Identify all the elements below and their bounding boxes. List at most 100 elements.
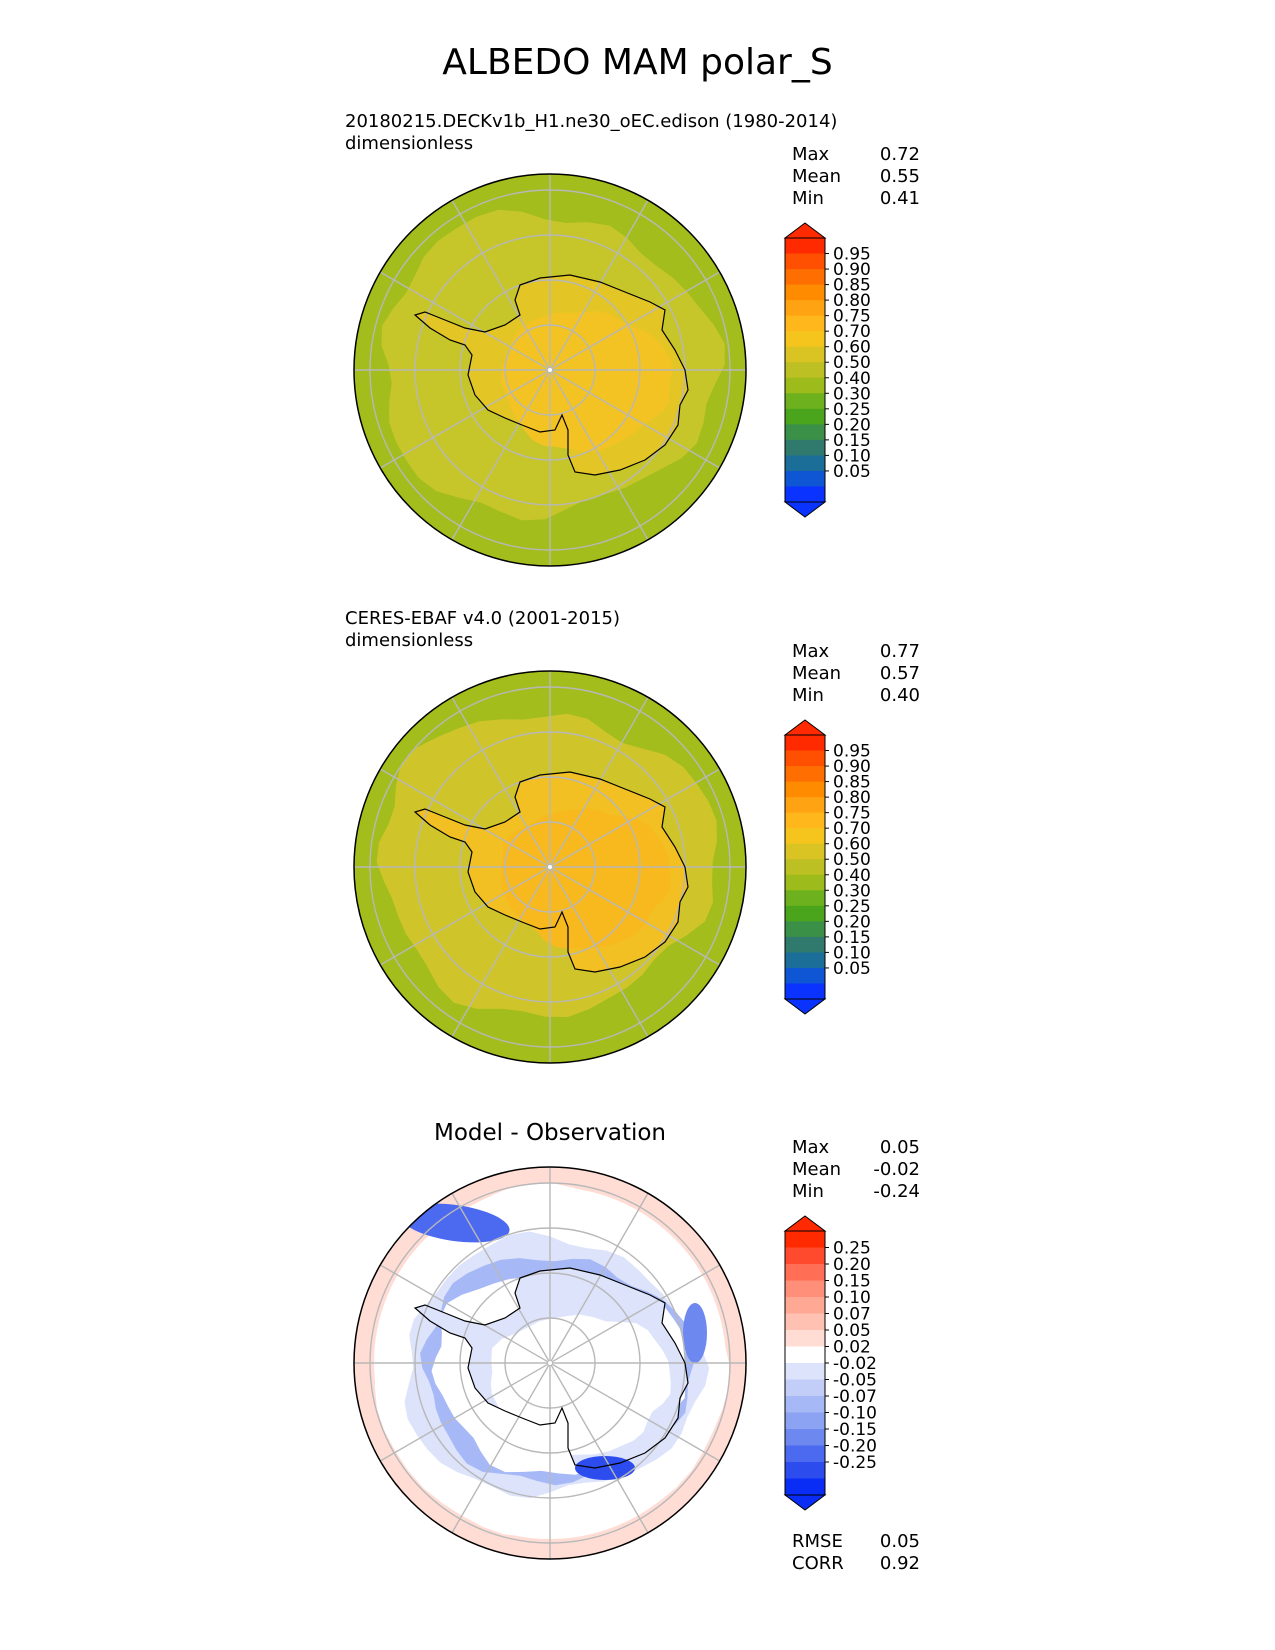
stat-label: Max <box>792 144 830 165</box>
ice-interior-region <box>500 808 671 949</box>
colorbar-swatch <box>785 455 825 472</box>
colorbar-swatch <box>785 797 825 814</box>
colorbar-tick-label: -0.25 <box>833 1453 877 1473</box>
map-frame <box>353 670 747 1064</box>
colorbar-tick-label: -0.02 <box>833 1354 877 1374</box>
colorbar-swatch <box>785 1264 825 1281</box>
colorbar-swatch <box>785 1412 825 1430</box>
colorbar-swatch <box>785 890 825 907</box>
colorbar-observation: 0.950.900.850.800.750.700.600.500.400.30… <box>783 719 871 1015</box>
colorbar-tick-label: 0.15 <box>833 431 871 451</box>
colorbar-tick-label: 0.30 <box>833 384 871 404</box>
colorbar-tick-label: -0.15 <box>833 1420 877 1440</box>
colorbar-tick-label: 0.05 <box>833 1321 871 1341</box>
colorbar-tick-label: 0.90 <box>833 260 871 280</box>
colorbar-swatch <box>785 1297 825 1314</box>
stat-value: -0.02 <box>873 1159 920 1180</box>
panel-1-header: 20180215.DECKv1b_H1.ne30_oEC.edison (198… <box>345 111 837 155</box>
colorbar-tick-label: 0.75 <box>833 804 871 824</box>
colorbar-tick-label: 0.25 <box>833 897 871 917</box>
stat-value: 0.77 <box>879 641 920 662</box>
stat-row: Max 0.77 <box>792 641 920 663</box>
colorbar-tick-label: 0.60 <box>833 338 871 358</box>
colorbar-swatch <box>785 1346 825 1364</box>
colorbar-swatch <box>785 983 825 1000</box>
stat-value: 0.40 <box>879 685 920 706</box>
colorbar-tick-label: 0.85 <box>833 276 871 296</box>
stat-label: Min <box>792 1181 824 1202</box>
colorbar-swatch <box>785 1247 825 1265</box>
colorbar-swatch <box>785 470 825 487</box>
colorbar-tick-label: 0.90 <box>833 757 871 777</box>
panel-3-stats: Max 0.05 Mean -0.02 Min -0.24 <box>792 1137 920 1203</box>
metric-value: 0.05 <box>879 1531 920 1552</box>
stat-value: -0.24 <box>873 1181 920 1202</box>
colorbar-tick-label: 0.20 <box>833 1255 871 1275</box>
colorbar-swatch <box>785 331 825 348</box>
colorbar-tick-label: 0.15 <box>833 1272 871 1292</box>
stat-label: Max <box>792 641 830 662</box>
colorbar-swatch <box>785 1445 825 1463</box>
colorbar-tick-label: 0.20 <box>833 912 871 932</box>
panel-3-title: Model - Observation <box>433 1120 667 1146</box>
colorbar-tick-label: 0.05 <box>833 462 871 482</box>
colorbar-swatch <box>785 874 825 891</box>
metric-value: 0.92 <box>879 1553 920 1574</box>
colorbar-tick-label: 0.60 <box>833 835 871 855</box>
colorbar-swatch <box>785 967 825 984</box>
colorbar-extend-max <box>783 1215 827 1232</box>
colorbar-tick-label: -0.10 <box>833 1404 877 1424</box>
colorbar-tick-label: 0.02 <box>833 1338 871 1358</box>
colorbar-tick-label: 0.80 <box>833 291 871 311</box>
colorbar-swatch <box>785 828 825 845</box>
colorbar-tick-label: 0.50 <box>833 353 871 373</box>
colorbar-swatch <box>785 952 825 969</box>
stat-label: Mean <box>792 663 842 684</box>
colorbar-tick-label: 0.40 <box>833 369 871 389</box>
map-frame <box>353 1166 747 1560</box>
colorbar-extend-max <box>783 719 827 736</box>
colorbar-tick-label: 0.85 <box>833 773 871 793</box>
colorbar-swatch <box>785 362 825 379</box>
map-field <box>354 174 746 566</box>
colorbar-tick-label: 0.80 <box>833 788 871 808</box>
panel-1-units: dimensionless <box>345 133 474 154</box>
colorbar-swatch <box>785 1330 825 1347</box>
stat-value: 0.05 <box>879 1137 920 1158</box>
colorbar-tick-label: 0.10 <box>833 446 871 466</box>
colorbar-swatch <box>785 439 825 456</box>
colorbar-swatch <box>785 1280 825 1298</box>
weddell-anomaly <box>400 1203 510 1243</box>
east-anomaly <box>683 1303 707 1363</box>
colorbar-extend-min <box>783 1494 827 1511</box>
stat-value: 0.55 <box>879 166 920 187</box>
colorbar-swatch <box>785 781 825 798</box>
colorbar-swatch <box>785 346 825 363</box>
metric-label: CORR <box>792 1553 844 1574</box>
colorbar-tick-label: 0.50 <box>833 850 871 870</box>
colorbar-swatch <box>785 1429 825 1446</box>
colorbar-swatch <box>785 393 825 410</box>
colorbar-extend-max <box>783 222 827 239</box>
stat-label: Mean <box>792 166 842 187</box>
colorbar-swatch <box>785 750 825 767</box>
colorbar-swatch <box>785 269 825 285</box>
colorbar-swatch <box>785 238 825 254</box>
coastline <box>413 274 689 476</box>
stat-row: Max 0.72 <box>792 144 920 166</box>
stat-row: Min 0.40 <box>792 685 920 707</box>
colorbar-tick-label: 0.70 <box>833 322 871 342</box>
colorbar-swatch <box>785 253 825 270</box>
panel-3-metrics: RMSE 0.05 CORR 0.92 <box>792 1531 920 1575</box>
map-frame <box>353 173 747 567</box>
colorbar-tick-label: 0.95 <box>833 245 871 265</box>
stat-row: Min 0.41 <box>792 188 920 210</box>
colorbar-swatch <box>785 843 825 860</box>
colorbar-tick-label: 0.05 <box>833 959 871 979</box>
colorbar-tick-label: 0.40 <box>833 866 871 886</box>
stat-label: Max <box>792 1137 830 1158</box>
colorbar-tick-label: 0.20 <box>833 415 871 435</box>
colorbar-swatch <box>785 812 825 829</box>
colorbar-swatch <box>785 905 825 922</box>
ice-interior-region <box>500 311 673 453</box>
